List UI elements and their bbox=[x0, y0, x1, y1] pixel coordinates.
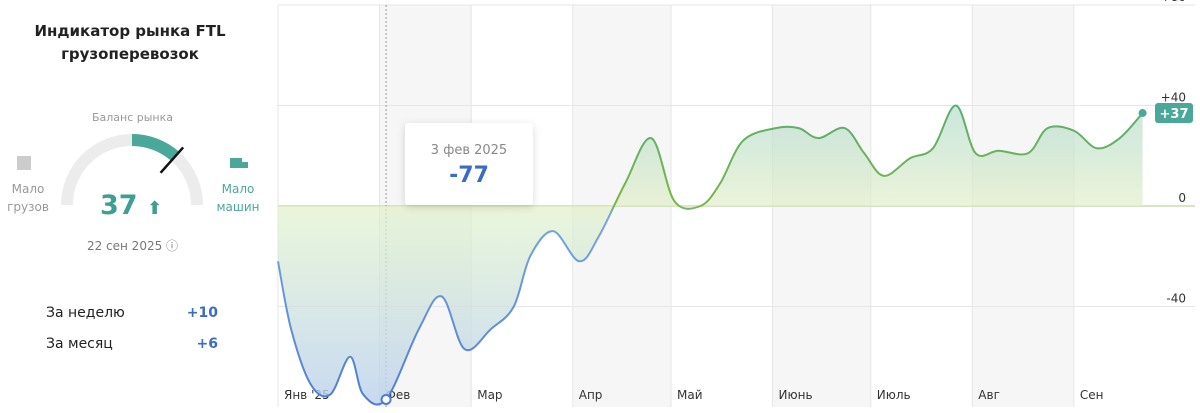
x-tick-label: Сен bbox=[1080, 388, 1104, 402]
x-tick-label: Мар bbox=[477, 388, 502, 402]
x-tick-label: Июль bbox=[877, 388, 911, 402]
tooltip-value: -77 bbox=[449, 163, 489, 188]
tooltip-point bbox=[380, 393, 392, 405]
cargo-icon bbox=[17, 156, 31, 170]
gauge-label: Баланс рынка bbox=[91, 111, 174, 124]
right-label: Мало машин bbox=[216, 182, 260, 214]
up-arrow: ⬆ bbox=[146, 198, 163, 219]
stat-label: За месяц bbox=[46, 336, 113, 352]
gauge-fill bbox=[131, 134, 180, 162]
x-tick-label: Авг bbox=[978, 388, 1000, 402]
x-tick-label: Май bbox=[677, 388, 703, 402]
end-label-box bbox=[1155, 103, 1193, 124]
gauge bbox=[17, 134, 248, 206]
gauge-value-text: 37 bbox=[100, 190, 138, 221]
panel-date: 22 сен 2025 ⓘ bbox=[86, 239, 179, 253]
summary-panel: Индикатор рынка FTL грузоперевозок Балан… bbox=[0, 0, 270, 413]
stat-value: +6 bbox=[196, 336, 218, 352]
gauge-needle bbox=[159, 146, 185, 174]
x-tick-label: Апр bbox=[579, 388, 603, 402]
truck-icon-cab bbox=[242, 162, 248, 168]
tooltip-date: 3 фев 2025 bbox=[431, 143, 507, 158]
end-label: +37 bbox=[1160, 107, 1189, 122]
truck-icon bbox=[230, 158, 242, 168]
gauge-value: 37 ⬆ bbox=[100, 190, 162, 221]
date-text: 22 сен 2025 bbox=[86, 239, 163, 253]
stat-label: За неделю bbox=[46, 305, 125, 321]
line bbox=[277, 104, 1144, 406]
end-point bbox=[1138, 109, 1147, 118]
x-tick-label: Июнь bbox=[779, 388, 813, 402]
left-label: Мало грузов bbox=[7, 182, 49, 214]
area bbox=[278, 105, 1143, 405]
y-tick-label: -40 bbox=[1166, 292, 1186, 306]
y-tick-label: +40 bbox=[1161, 91, 1186, 105]
panel-title: Индикатор рынка FTL грузоперевозок bbox=[34, 22, 226, 63]
y-tick-label: +80 bbox=[1161, 0, 1186, 4]
stat-value: +10 bbox=[186, 305, 218, 321]
y-tick-label: 0 bbox=[1178, 191, 1186, 205]
tooltip-box bbox=[405, 123, 533, 205]
